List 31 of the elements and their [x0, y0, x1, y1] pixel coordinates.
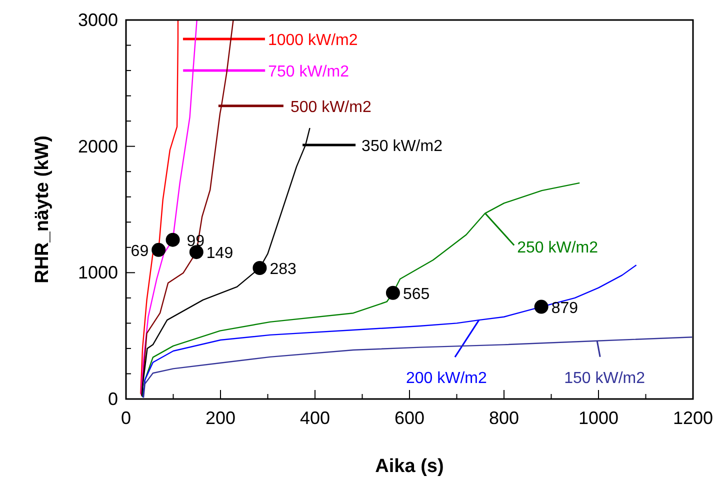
annotation: 283 [270, 260, 297, 278]
text: 250 kW/m2 [517, 239, 598, 256]
series-label: 150 kW/m2 [564, 370, 646, 387]
point [386, 286, 400, 300]
y-tick-label: 2000 [78, 136, 118, 156]
y-tick-label: 0 [108, 389, 118, 409]
line-series [142, 336, 693, 398]
legend-label: 350 kW/m2 [362, 138, 443, 155]
point [152, 242, 166, 257]
annotation: 879 [551, 300, 578, 317]
point [252, 261, 267, 275]
annotation: 149 [206, 245, 234, 262]
y-axis-title: RHR_näyte (kW) [32, 136, 53, 284]
x-tick-label: 1200 [672, 408, 714, 428]
x-tick-label: 1000 [578, 408, 619, 428]
y-tick-label: 3000 [78, 10, 118, 30]
text: 200 kW/m2 [406, 370, 487, 388]
x-tick-label: 600 [394, 408, 425, 428]
annotation: 565 [402, 286, 430, 303]
x-axis-title: Aika (s) [375, 456, 444, 477]
text: 1000 kW/m2 [268, 32, 358, 49]
legend-label: 500 kW/m2 [290, 98, 372, 116]
y-tick-label: 1000 [78, 262, 118, 283]
point [534, 300, 548, 314]
x-tick-label: 0 [120, 408, 132, 428]
text: 750 kW/m2 [268, 64, 350, 81]
annotation: 69 [130, 242, 149, 260]
x-tick-label: 400 [300, 408, 330, 428]
point [166, 232, 180, 247]
x-tick-label: 800 [488, 408, 520, 428]
x-tick-label: 200 [205, 408, 236, 428]
